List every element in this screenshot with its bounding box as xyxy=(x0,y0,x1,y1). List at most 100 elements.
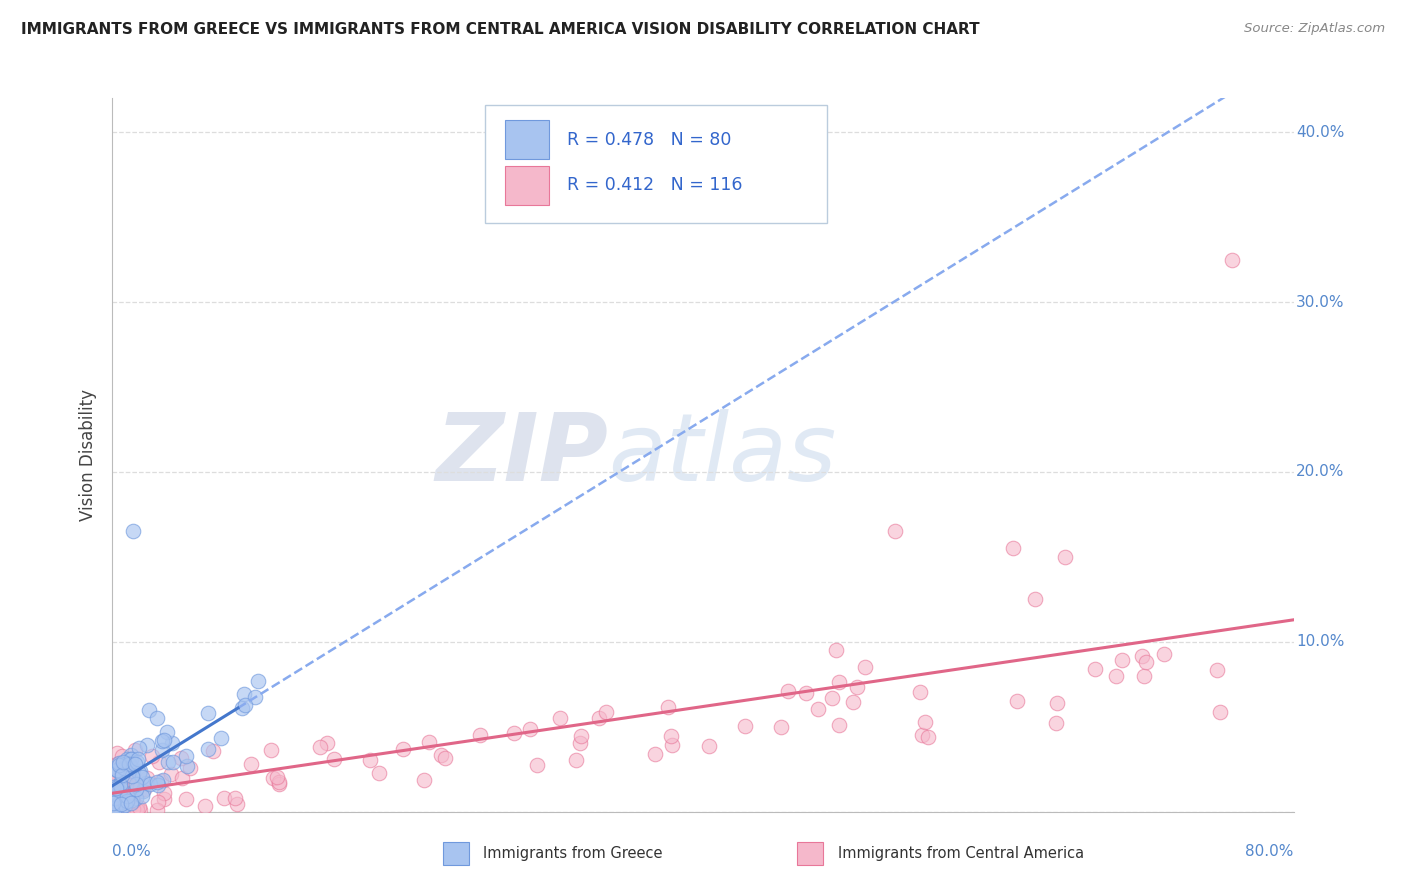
Point xyxy=(110,800,132,814)
Point xyxy=(588,711,610,725)
Point xyxy=(1005,694,1028,708)
Point xyxy=(170,751,193,765)
Point xyxy=(111,756,134,771)
Point xyxy=(118,789,141,804)
Point xyxy=(135,776,157,790)
Point xyxy=(146,778,169,792)
Point xyxy=(104,772,127,787)
Point xyxy=(114,763,136,777)
Point xyxy=(141,749,163,764)
Text: 0.0%: 0.0% xyxy=(112,844,152,859)
Point xyxy=(105,780,128,794)
Point xyxy=(309,739,332,754)
Point xyxy=(127,751,149,765)
Point xyxy=(111,768,134,782)
Point xyxy=(368,765,391,780)
Point xyxy=(661,729,683,743)
Point xyxy=(114,769,136,783)
Point xyxy=(1130,648,1153,663)
Point xyxy=(111,765,134,780)
Point xyxy=(157,756,180,770)
Point xyxy=(433,751,456,765)
Point xyxy=(120,747,142,762)
Point xyxy=(1024,592,1046,607)
Point xyxy=(152,773,174,788)
Point xyxy=(103,780,125,794)
Point xyxy=(418,735,440,749)
Point xyxy=(156,725,179,739)
Text: R = 0.478   N = 80: R = 0.478 N = 80 xyxy=(567,130,731,148)
Text: 40.0%: 40.0% xyxy=(1296,125,1344,140)
Point xyxy=(107,763,129,777)
Point xyxy=(103,773,125,788)
Text: Immigrants from Central America: Immigrants from Central America xyxy=(838,847,1084,862)
Point xyxy=(148,755,170,769)
Point xyxy=(1105,669,1128,683)
Point xyxy=(101,796,124,810)
Point xyxy=(101,801,124,815)
Point xyxy=(121,793,143,807)
Point xyxy=(269,775,291,789)
Point xyxy=(657,699,679,714)
Point xyxy=(644,747,666,762)
Point xyxy=(197,742,219,756)
Point xyxy=(661,739,683,753)
Point xyxy=(139,776,162,790)
Point xyxy=(105,746,128,760)
Point xyxy=(828,675,851,690)
Point xyxy=(430,747,453,762)
Point xyxy=(103,789,125,804)
Point xyxy=(135,738,157,752)
Point xyxy=(105,781,128,796)
Point xyxy=(1220,252,1243,267)
Point xyxy=(153,786,176,800)
Point xyxy=(1132,669,1154,683)
Point xyxy=(128,766,150,780)
Point xyxy=(225,797,247,812)
Point xyxy=(174,749,197,764)
Point xyxy=(569,736,592,750)
Point xyxy=(170,771,193,785)
Point xyxy=(101,765,124,780)
Point xyxy=(115,751,138,765)
Point xyxy=(162,756,184,770)
Point xyxy=(1053,549,1076,564)
Point xyxy=(131,789,153,804)
Point xyxy=(194,799,217,814)
Point xyxy=(150,743,173,757)
Point xyxy=(125,790,148,805)
Point xyxy=(1209,705,1232,719)
Text: ZIP: ZIP xyxy=(436,409,609,501)
Point xyxy=(131,770,153,784)
Point xyxy=(845,680,868,694)
Point xyxy=(121,769,143,783)
Point xyxy=(842,695,865,709)
Point xyxy=(115,777,138,791)
Point xyxy=(316,735,339,749)
Point xyxy=(122,802,145,816)
Text: IMMIGRANTS FROM GREECE VS IMMIGRANTS FROM CENTRAL AMERICA VISION DISABILITY CORR: IMMIGRANTS FROM GREECE VS IMMIGRANTS FRO… xyxy=(21,22,980,37)
Point xyxy=(115,762,138,776)
Point xyxy=(128,784,150,798)
Point xyxy=(246,673,269,688)
Point xyxy=(115,789,138,804)
Point xyxy=(413,773,436,788)
Point xyxy=(128,800,150,814)
Point xyxy=(197,706,219,721)
Point xyxy=(122,524,145,539)
Point xyxy=(911,728,934,742)
Point xyxy=(105,763,128,777)
Point xyxy=(519,722,541,736)
Point xyxy=(111,755,134,769)
Point xyxy=(111,748,134,763)
Point xyxy=(231,701,253,715)
Point xyxy=(105,781,128,796)
Point xyxy=(1153,647,1175,661)
Point xyxy=(108,756,131,771)
Point xyxy=(150,734,173,748)
Point xyxy=(1135,655,1157,669)
Point xyxy=(112,774,135,789)
Point xyxy=(120,752,142,766)
Point xyxy=(132,784,155,798)
Point xyxy=(235,698,257,712)
